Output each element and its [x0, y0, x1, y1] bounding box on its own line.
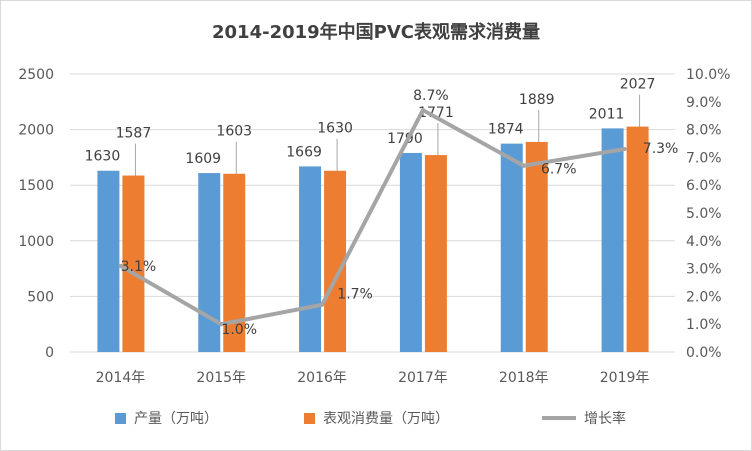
- bar-production: [601, 128, 624, 352]
- x-axis-tick: 2015年: [196, 370, 246, 386]
- bar-production: [198, 173, 221, 352]
- legend-item-consumption: 表观消费量（万吨）: [304, 408, 449, 428]
- legend-swatch-growth: [542, 416, 576, 420]
- x-axis-tick: 2014年: [96, 370, 146, 386]
- point-growth: [622, 147, 627, 152]
- left-axis-tick: 2500: [18, 67, 54, 83]
- right-axis-tick: 1.0%: [686, 317, 722, 333]
- left-axis-tick: 500: [27, 289, 54, 305]
- data-label-growth: 7.3%: [643, 141, 679, 157]
- legend-swatch-consumption: [304, 412, 315, 424]
- point-growth: [219, 322, 224, 327]
- x-axis-tick: 2018年: [499, 370, 549, 386]
- point-growth: [420, 108, 425, 113]
- bar-consumption: [324, 170, 347, 352]
- bar-production: [399, 152, 422, 352]
- data-label-consumption: 1771: [418, 105, 454, 121]
- legend-item-production: 产量（万吨）: [115, 408, 218, 428]
- x-axis-tick: 2016年: [297, 370, 347, 386]
- x-axis-tick: 2017年: [398, 370, 448, 386]
- bar-consumption: [122, 175, 145, 352]
- bar-consumption: [424, 155, 447, 352]
- left-axis-tick: 1500: [18, 178, 54, 194]
- point-growth: [320, 302, 325, 307]
- right-axis-tick: 2.0%: [686, 289, 722, 305]
- bar-consumption: [223, 173, 246, 352]
- bar-consumption: [626, 126, 649, 353]
- right-axis-tick: 8.0%: [686, 123, 722, 139]
- data-label-consumption: 2027: [620, 77, 656, 93]
- legend-swatch-production: [115, 412, 126, 424]
- data-label-consumption: 1587: [116, 126, 152, 142]
- data-label-growth: 8.7%: [413, 88, 449, 104]
- line-growth: [119, 108, 625, 327]
- right-axis-tick: 3.0%: [686, 262, 722, 278]
- chart-title: 2014-2019年中国PVC表观需求消费量: [212, 22, 540, 43]
- bar-production: [299, 166, 322, 352]
- legend-item-growth: 增长率: [542, 408, 626, 428]
- right-axis-tick: 9.0%: [686, 95, 722, 111]
- right-axis-tick: 5.0%: [686, 206, 722, 222]
- right-axis-tick: 6.0%: [686, 178, 722, 194]
- right-axis-tick: 4.0%: [686, 234, 722, 250]
- right-axis-tick: 0.0%: [686, 345, 722, 361]
- data-label-production: 1790: [387, 131, 423, 147]
- data-label-production: 1630: [85, 149, 121, 165]
- point-growth: [521, 163, 526, 168]
- bar-consumption: [525, 141, 548, 352]
- x-axis-tick: 2019年: [600, 370, 650, 386]
- data-label-consumption: 1889: [519, 92, 555, 108]
- data-label-production: 2011: [589, 106, 625, 122]
- left-axis-tick: 1000: [18, 234, 54, 250]
- data-label-growth: 3.1%: [121, 259, 157, 275]
- legend-label-growth: 增长率: [584, 411, 626, 427]
- bar-production: [97, 170, 120, 352]
- legend-label-production: 产量（万吨）: [134, 411, 218, 427]
- left-axis-tick: 0: [45, 345, 54, 361]
- data-label-growth: 1.0%: [221, 322, 257, 338]
- data-label-consumption: 1630: [317, 121, 353, 137]
- legend-label-consumption: 表观消费量（万吨）: [323, 411, 449, 427]
- data-label-consumption: 1603: [216, 124, 252, 140]
- bar-production: [500, 143, 523, 352]
- data-label-production: 1609: [185, 151, 221, 167]
- data-label-growth: 1.7%: [337, 287, 373, 303]
- right-axis-tick: 10.0%: [686, 67, 730, 83]
- data-label-production: 1874: [488, 122, 524, 138]
- right-axis-tick: 7.0%: [686, 150, 722, 166]
- data-label-growth: 6.7%: [541, 162, 577, 178]
- data-label-production: 1669: [286, 144, 322, 160]
- left-axis-tick: 2000: [18, 123, 54, 139]
- point-growth: [118, 263, 123, 268]
